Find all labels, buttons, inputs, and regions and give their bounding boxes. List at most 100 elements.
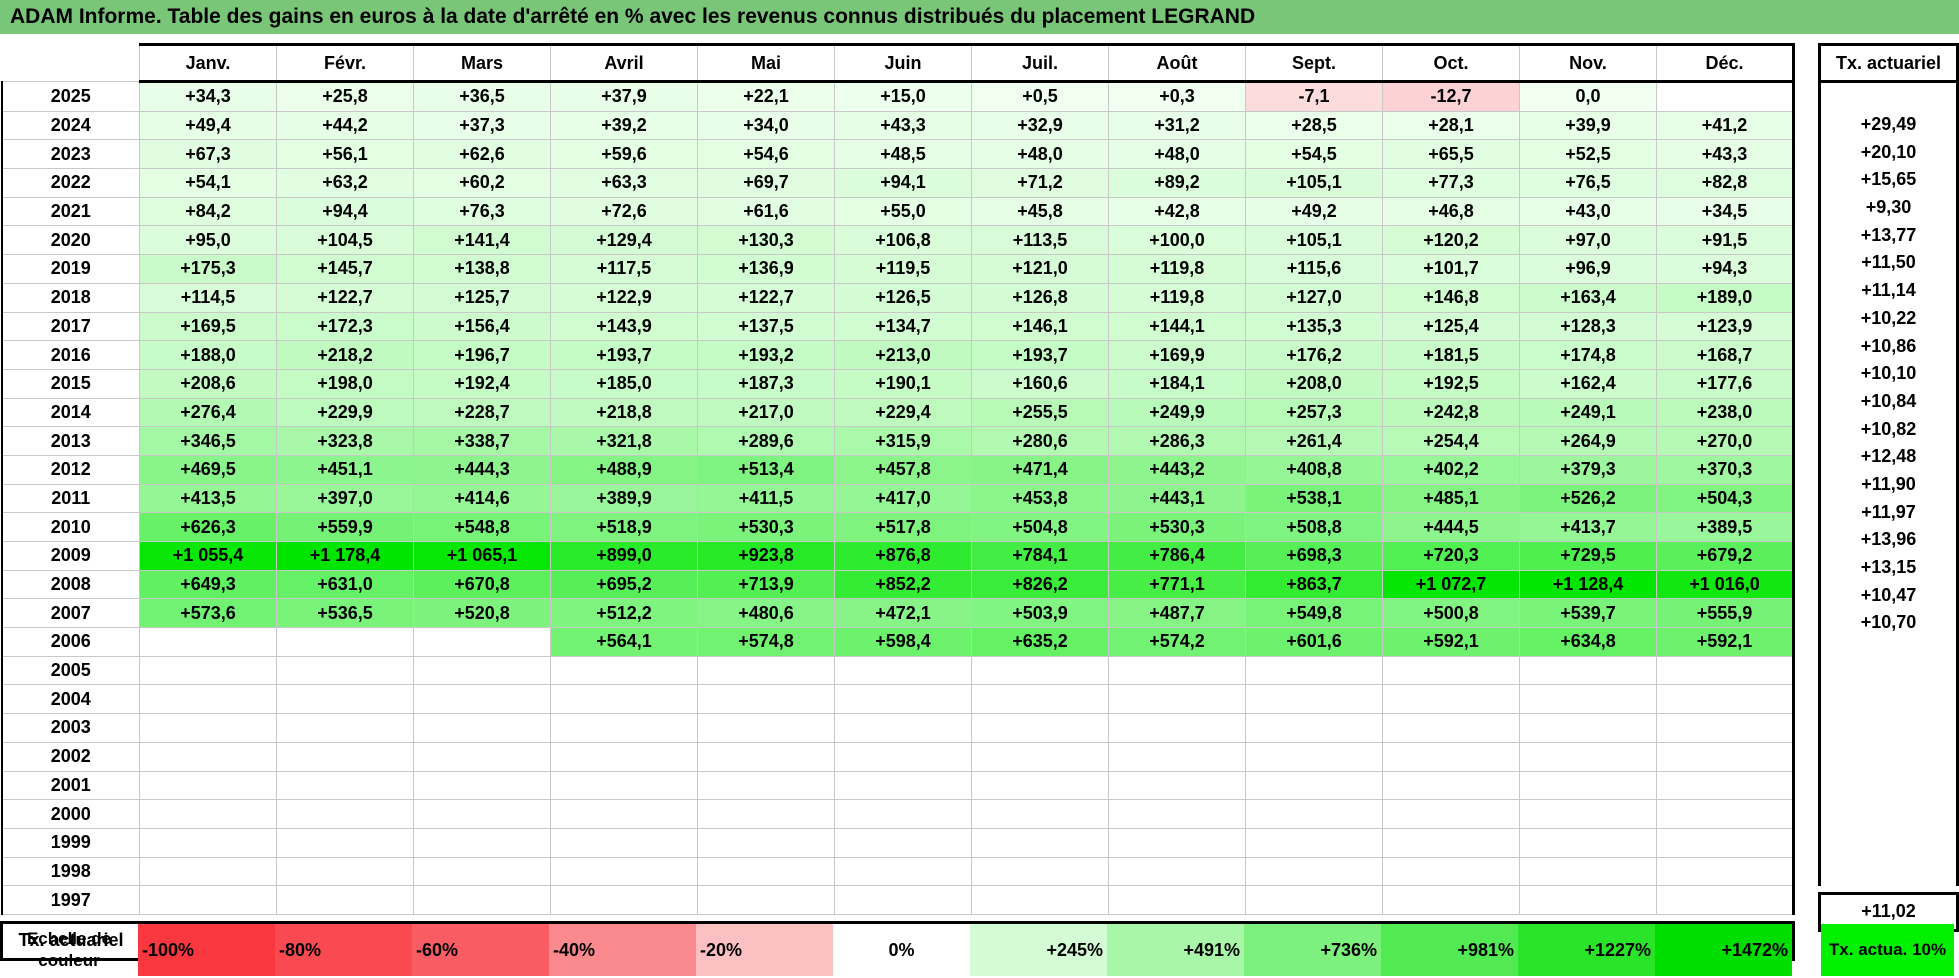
gain-cell: +113,5	[971, 225, 1109, 256]
table-row: 2020 +95,0 +104,5 +141,4 +129,4 +130,3 +106,8 +…	[0, 225, 1795, 256]
gain-cell	[550, 799, 698, 829]
gain-cell	[971, 770, 1109, 801]
gain-cell: +48,0	[971, 139, 1109, 170]
footer-label: Tx. actuariel	[0, 920, 140, 961]
gain-cell: +338,7	[413, 426, 551, 456]
rate-cell: +10,82	[1818, 415, 1959, 443]
gain-cell	[139, 713, 277, 743]
table-row: 2007 +573,6 +536,5 +520,8 +512,2 +480,6 +472,1…	[0, 598, 1795, 629]
gain-cell	[1108, 885, 1246, 915]
gain-cell	[139, 885, 277, 915]
scale-step: +1472%	[1655, 924, 1792, 976]
gain-cell: +198,0	[276, 368, 414, 399]
gain-cell: +670,8	[413, 569, 551, 600]
gain-cell: +538,1	[1245, 483, 1383, 514]
gain-cell	[1245, 885, 1383, 915]
gain-cell: +54,5	[1245, 139, 1383, 170]
gain-cell: +469,5	[139, 454, 277, 485]
year-label: 2013	[0, 426, 140, 456]
gain-cell: +631,0	[276, 569, 414, 600]
gain-cell: +115,6	[1245, 254, 1383, 284]
rate-cell: +20,10	[1818, 138, 1959, 167]
gain-cell: +402,2	[1382, 454, 1520, 485]
gain-cell	[413, 741, 551, 772]
gain-cell: +876,8	[834, 541, 972, 571]
gain-cell: +137,5	[697, 311, 835, 342]
scale-step: +1227%	[1518, 924, 1655, 976]
gain-cell: +36,5	[413, 81, 551, 112]
month-header: Nov.	[1519, 43, 1657, 83]
gain-cell: +104,5	[276, 225, 414, 256]
gain-cell	[139, 684, 277, 715]
gain-cell: +213,0	[834, 340, 972, 370]
gain-cell: +134,7	[834, 311, 972, 342]
gain-cell: +138,8	[413, 254, 551, 284]
gain-cell: +126,8	[971, 282, 1109, 313]
gain-cell: +37,9	[550, 81, 698, 112]
gain-cell: +117,5	[550, 254, 698, 284]
rate-column: Tx. actuariel +29,49 +20,10 +15,65 +9,30 +13,…	[1818, 43, 1959, 932]
gain-cell: +635,2	[971, 627, 1109, 657]
gain-cell: +34,5	[1656, 196, 1795, 227]
gain-cell: +626,3	[139, 512, 277, 542]
year-label: 2011	[0, 483, 140, 514]
gain-cell	[413, 713, 551, 743]
gain-cell: +49,2	[1245, 196, 1383, 227]
gain-cell	[834, 741, 972, 772]
gain-cell	[834, 770, 972, 801]
gain-cell: +444,5	[1382, 512, 1520, 542]
scale-step: -20%	[696, 924, 833, 976]
table-row: 2015 +208,6 +198,0 +192,4 +185,0 +187,3 +190,1…	[0, 368, 1795, 399]
year-label: 2008	[0, 569, 140, 600]
gain-cell: +513,4	[697, 454, 835, 485]
gain-cell: +503,9	[971, 598, 1109, 629]
gain-cell	[413, 655, 551, 686]
gain-cell: +508,8	[1245, 512, 1383, 542]
gain-cell: +217,0	[697, 397, 835, 428]
gain-cell	[971, 856, 1109, 887]
year-label: 1998	[0, 856, 140, 887]
scale-step: -100%	[138, 924, 275, 976]
gain-cell: +530,3	[1108, 512, 1246, 542]
table-row: 2011 +413,5 +397,0 +414,6 +389,9 +411,5 +417,0…	[0, 483, 1795, 514]
gain-cell: +39,2	[550, 110, 698, 141]
gain-cell	[139, 627, 277, 657]
gain-cell: +520,8	[413, 598, 551, 629]
gain-cell: +114,5	[139, 282, 277, 313]
gain-cell: +574,8	[697, 627, 835, 657]
gain-cell: +125,4	[1382, 311, 1520, 342]
gain-cell: +28,5	[1245, 110, 1383, 141]
year-label: 2009	[0, 541, 140, 571]
gain-cell	[276, 885, 414, 915]
gain-cell: +457,8	[834, 454, 972, 485]
gain-cell: +555,9	[1656, 598, 1795, 629]
rate-cell	[1818, 830, 1959, 859]
rate-cell: +13,15	[1818, 553, 1959, 582]
gain-cell: +126,5	[834, 282, 972, 313]
gain-cell: +485,1	[1382, 483, 1520, 514]
gain-cell: +249,9	[1108, 397, 1246, 428]
scale-step: +981%	[1381, 924, 1518, 976]
gain-cell: +389,9	[550, 483, 698, 514]
gain-cell: +549,8	[1245, 598, 1383, 629]
gain-cell: +443,2	[1108, 454, 1246, 485]
gain-cell	[1245, 856, 1383, 887]
gain-cell: +187,3	[697, 368, 835, 399]
gain-cell: +146,8	[1382, 282, 1520, 313]
gain-cell: +500,8	[1382, 598, 1520, 629]
year-label: 2018	[0, 282, 140, 313]
gain-cell: +574,2	[1108, 627, 1246, 657]
gain-cell: +62,6	[413, 139, 551, 170]
year-label: 2024	[0, 110, 140, 141]
gain-cell: +82,8	[1656, 168, 1795, 198]
gain-cell	[1382, 799, 1520, 829]
rate-cell	[1818, 636, 1959, 665]
gain-cell: +414,6	[413, 483, 551, 514]
rate-cell: +10,22	[1818, 304, 1959, 333]
gain-cell: +25,8	[276, 81, 414, 112]
gain-cell	[1382, 827, 1520, 858]
rate-cell: +11,97	[1818, 498, 1959, 526]
gain-cell: +130,3	[697, 225, 835, 256]
gain-cell: +123,9	[1656, 311, 1795, 342]
gain-cell	[1382, 741, 1520, 772]
